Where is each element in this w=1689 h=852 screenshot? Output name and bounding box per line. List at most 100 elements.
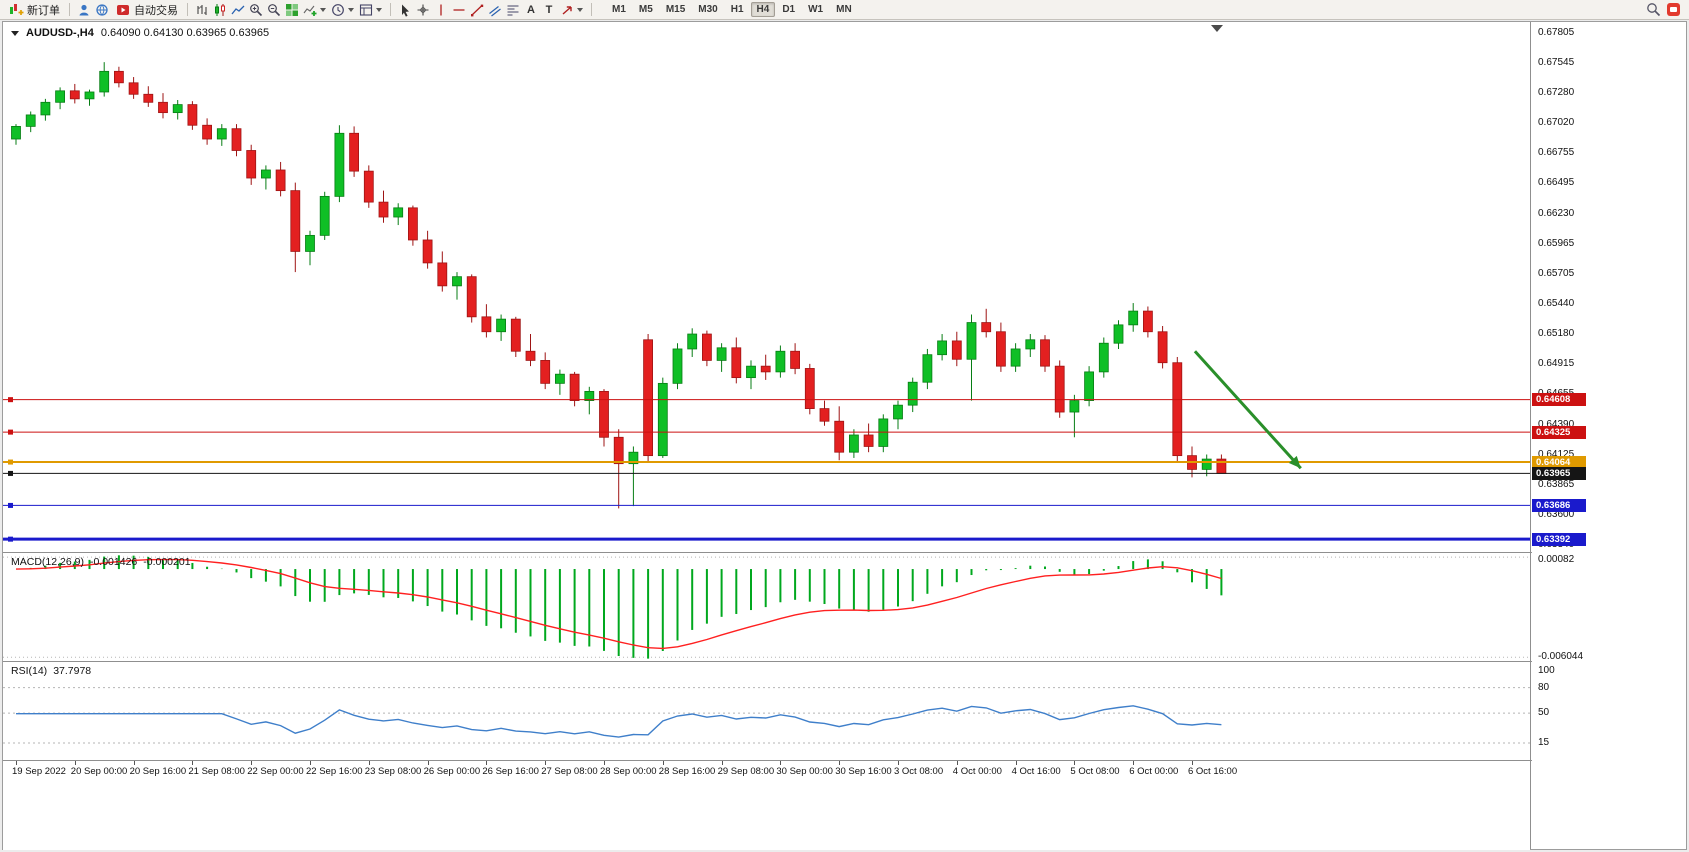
candle-up [1128, 303, 1139, 332]
timeframe-group: M1 M5 M15 M30 H1 H4 D1 W1 MN [606, 2, 858, 17]
zoom-out-icon[interactable] [266, 2, 282, 18]
shapes-dropdown-caret[interactable] [577, 7, 583, 12]
candle-down [540, 352, 551, 390]
horizontal-line-icon[interactable] [451, 2, 467, 18]
time-tick [133, 761, 135, 765]
price-tag[interactable]: 0.64064 [1532, 455, 1586, 469]
time-tick [427, 761, 429, 765]
tile-windows-icon[interactable] [284, 2, 300, 18]
macd-scale-label: -0.006044 [1538, 651, 1584, 663]
price-tag[interactable]: 0.63686 [1532, 498, 1586, 512]
period-clock-icon[interactable] [330, 2, 346, 18]
candle-up [1201, 454, 1212, 477]
globe-icon[interactable] [94, 2, 110, 18]
fibonacci-icon[interactable] [505, 2, 521, 18]
trendline-icon[interactable] [469, 2, 485, 18]
line-handle[interactable] [8, 502, 13, 508]
price-scale-label: 0.64915 [1538, 358, 1575, 370]
price-tag[interactable]: 0.63392 [1532, 532, 1586, 546]
timeframe-button-m15[interactable]: M15 [665, 4, 686, 15]
time-axis-label: 21 Sep 08:00 [188, 766, 245, 777]
trend-arrow-head[interactable] [1288, 455, 1301, 469]
candle-down [481, 304, 492, 338]
rsi-indicator-panel[interactable] [3, 662, 1530, 760]
line-handle[interactable] [8, 459, 13, 465]
main-price-chart[interactable] [3, 22, 1530, 552]
timeframe-button-h4[interactable]: H4 [750, 2, 776, 17]
template-icon[interactable] [358, 2, 374, 18]
price-scale-label: 0.64125 [1538, 449, 1574, 460]
candle-down [819, 400, 830, 426]
text-label-icon[interactable]: T [545, 3, 553, 16]
timeframe-button-m5[interactable]: M5 [638, 4, 653, 15]
candle-up [1069, 394, 1080, 438]
candle-up [746, 360, 756, 390]
time-axis[interactable]: 19 Sep 2022 20 Sep 00:00 20 Sep 16:00 21 Se… [3, 761, 1530, 850]
price-tag[interactable]: 0.64325 [1532, 425, 1586, 439]
search-icon[interactable] [1645, 2, 1661, 18]
candle-down [349, 126, 360, 177]
candlestick-chart-icon[interactable] [212, 2, 228, 18]
chart-shift-marker[interactable] [1210, 25, 1223, 32]
candle-down [466, 274, 477, 323]
timeframe-button-mn[interactable]: MN [836, 4, 852, 15]
template-dropdown-caret[interactable] [376, 7, 382, 12]
arrows-shapes-icon[interactable] [559, 2, 575, 18]
line-chart-icon[interactable] [230, 2, 246, 18]
candle-up [966, 314, 977, 401]
line-handle[interactable] [8, 429, 13, 435]
period-dropdown-caret[interactable] [348, 7, 354, 12]
line-handle[interactable] [8, 397, 13, 403]
collapse-panel-icon[interactable] [11, 30, 19, 36]
price-scale-label: 0.66755 [1538, 147, 1575, 159]
price-scale[interactable]: 0.67805 0.67545 0.67280 0.67020 0.66755 0.664… [1532, 22, 1686, 849]
candle-down [246, 144, 257, 185]
panel-separator[interactable] [3, 760, 1686, 761]
timeframe-button-h1[interactable]: H1 [730, 4, 744, 15]
toolbar-separator [69, 3, 70, 16]
timeframe-button-m30[interactable]: M30 [698, 4, 718, 15]
trend-arrow[interactable] [1193, 350, 1302, 470]
candle-down [702, 330, 712, 367]
channel-icon[interactable] [487, 2, 503, 18]
crosshair-icon[interactable] [415, 2, 431, 18]
text-tool-icon[interactable]: A [527, 3, 535, 16]
indicators-dropdown-caret[interactable] [320, 7, 326, 12]
price-tag[interactable]: 0.63965 [1532, 466, 1586, 480]
rsi-scale-label: 80 [1538, 681, 1550, 693]
candle-up [319, 191, 330, 240]
price-scale-label: 0.66230 [1538, 207, 1575, 219]
bar-chart-icon[interactable] [194, 2, 210, 18]
line-handle[interactable] [8, 536, 13, 542]
price-scale-label: 0.63865 [1538, 478, 1575, 490]
panel-separator[interactable] [3, 552, 1686, 553]
time-tick [16, 761, 17, 765]
candle-up [40, 98, 51, 121]
chart-window: AUDUSD-,H4 0.64090 0.64130 0.63965 0.639… [2, 21, 1687, 850]
cursor-icon[interactable] [397, 2, 413, 18]
candle-up [1084, 366, 1094, 407]
vertical-line-icon[interactable] [433, 2, 449, 18]
notification-badge[interactable] [1667, 3, 1680, 16]
time-axis-label: 4 Oct 00:00 [952, 766, 1002, 777]
line-handle[interactable] [8, 470, 13, 476]
candle-down [1216, 454, 1227, 474]
time-axis-label: 6 Oct 16:00 [1188, 766, 1238, 777]
candle-down [643, 334, 653, 463]
community-person-icon[interactable] [76, 2, 92, 18]
time-axis-label: 22 Sep 16:00 [306, 766, 363, 777]
timeframe-button-m1[interactable]: M1 [612, 4, 626, 15]
candle-up [716, 343, 727, 372]
auto-trading-label: 自动交易 [134, 4, 178, 17]
new-order-button[interactable]: 新订单 [5, 1, 63, 19]
timeframe-button-w1[interactable]: W1 [808, 4, 824, 15]
candle-down [1143, 306, 1153, 338]
macd-indicator-panel[interactable] [3, 553, 1530, 661]
panel-separator[interactable] [3, 661, 1686, 662]
zoom-in-icon[interactable] [248, 2, 264, 18]
indicators-icon[interactable] [302, 2, 318, 18]
timeframe-button-d1[interactable]: D1 [782, 4, 796, 15]
price-tag[interactable]: 0.64608 [1532, 393, 1586, 407]
chart-symbol: AUDUSD-,H4 [26, 27, 94, 39]
auto-trading-button[interactable]: 自动交易 [112, 1, 181, 19]
